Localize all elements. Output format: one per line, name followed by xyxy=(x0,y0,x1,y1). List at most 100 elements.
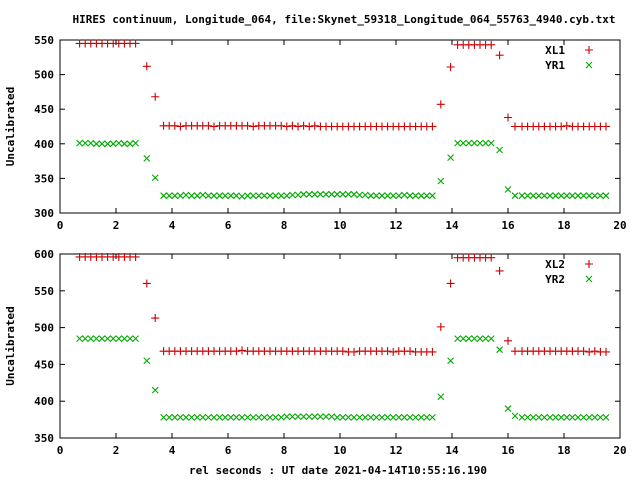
yr1-point xyxy=(216,192,223,200)
yr2-point xyxy=(160,414,167,421)
yr1-point xyxy=(126,140,134,148)
yr2-point xyxy=(87,335,95,343)
yr1-point xyxy=(529,192,537,200)
yr1-point xyxy=(188,192,195,200)
x-tick-label: 0 xyxy=(57,444,64,457)
yr1-point xyxy=(143,154,151,162)
yr1-point xyxy=(471,139,478,147)
y-tick-label: 600 xyxy=(34,248,54,261)
yr2-point xyxy=(384,414,391,421)
yr1-point xyxy=(569,192,576,200)
y-axis-title: Uncalibrated xyxy=(4,87,17,166)
xl1-legend-label: XL1 xyxy=(545,44,565,57)
yr1-point xyxy=(465,139,473,147)
yr2-point xyxy=(143,357,151,365)
yr1-point xyxy=(356,191,363,199)
yr1-point xyxy=(182,191,190,199)
xl2-point xyxy=(389,347,398,356)
yr2-point xyxy=(165,414,173,421)
xl1-point xyxy=(310,121,319,130)
yr2-point xyxy=(104,335,111,343)
xl1-point xyxy=(487,40,496,49)
yr1-point xyxy=(255,192,263,200)
yr2-point xyxy=(199,414,207,421)
yr1-point xyxy=(574,192,582,200)
yr1-point xyxy=(361,191,369,199)
yr1-point xyxy=(121,140,128,148)
yr2-point xyxy=(401,414,408,421)
xl1-point xyxy=(511,122,519,131)
yr2-point xyxy=(471,335,478,343)
yr1-point xyxy=(563,192,571,200)
xl1-point xyxy=(446,62,455,71)
yr2-point xyxy=(333,414,341,421)
yr1-point xyxy=(261,192,268,200)
x-tick-label: 20 xyxy=(613,444,626,457)
xl2-legend-label: XL2 xyxy=(545,258,565,271)
plot-frame xyxy=(59,253,621,439)
yr1-point xyxy=(412,192,419,200)
yr1-point xyxy=(459,139,467,147)
y-tick-label: 350 xyxy=(34,172,54,185)
yr2-point xyxy=(511,412,519,420)
yr1-point xyxy=(541,192,548,200)
yr2-point xyxy=(244,414,251,421)
x-tick-label: 0 xyxy=(57,219,64,232)
xl2-point xyxy=(383,347,392,356)
yr1-point xyxy=(177,192,184,200)
yr1-point xyxy=(437,177,445,185)
yr1-point xyxy=(328,190,335,198)
yr2-point xyxy=(482,335,489,343)
yr1-point xyxy=(266,192,274,200)
xl2-point xyxy=(151,314,160,323)
yr1-point xyxy=(272,192,279,200)
yr1-point xyxy=(283,192,291,200)
yr1-point xyxy=(160,192,167,200)
yr2-point xyxy=(437,393,445,401)
yr2-point xyxy=(322,413,330,421)
yr1-point xyxy=(98,140,106,148)
yr1-point xyxy=(227,192,235,200)
yr2-point xyxy=(585,414,593,421)
yr1-legend-marker xyxy=(585,61,593,69)
yr1-point xyxy=(294,191,302,199)
yr2-point xyxy=(317,413,324,421)
xl1-legend-marker xyxy=(585,46,593,54)
yr2-point xyxy=(591,414,599,421)
yr2-point xyxy=(81,335,89,343)
yr2-point xyxy=(529,414,537,421)
yr2-point xyxy=(76,335,83,343)
yr2-point xyxy=(227,414,235,421)
yr1-point xyxy=(151,174,159,182)
yr2-point xyxy=(345,414,352,421)
yr1-point xyxy=(454,139,461,147)
xl2-point xyxy=(142,279,151,288)
xl2-point xyxy=(350,347,358,356)
yr1-point xyxy=(557,192,565,200)
yr2-point xyxy=(255,414,263,421)
yr1-point xyxy=(580,192,587,200)
yr2-point xyxy=(350,414,358,421)
yr1-point xyxy=(401,191,408,199)
yr1-point xyxy=(429,192,436,200)
yr1-point xyxy=(76,139,83,147)
yr1-point xyxy=(504,186,512,193)
yr2-point xyxy=(193,414,201,421)
yr1-point xyxy=(249,192,257,200)
yr2-point xyxy=(356,414,363,421)
yr1-point xyxy=(482,139,489,147)
yr1-point xyxy=(333,190,341,198)
yr2-point xyxy=(552,414,559,421)
yr2-point xyxy=(535,414,543,421)
xl1-point xyxy=(176,122,185,131)
yr2-point xyxy=(205,414,212,421)
yr2-point xyxy=(373,414,380,421)
x-tick-label: 14 xyxy=(445,444,459,457)
yr2-point xyxy=(339,414,347,421)
xl1-point xyxy=(504,113,512,122)
yr2-point xyxy=(221,414,229,421)
yr1-point xyxy=(115,139,123,147)
yr1-point xyxy=(193,192,201,200)
yr2-point xyxy=(447,357,454,365)
xl1-point xyxy=(131,39,140,48)
